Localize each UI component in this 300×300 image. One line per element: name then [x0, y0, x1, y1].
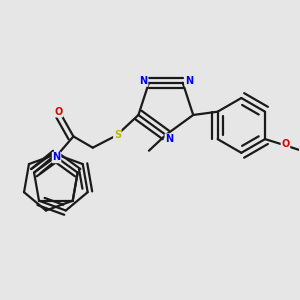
Text: S: S — [114, 130, 121, 140]
Text: O: O — [281, 139, 290, 149]
Text: N: N — [52, 152, 61, 163]
Text: N: N — [185, 76, 193, 86]
Text: O: O — [54, 107, 62, 117]
Text: N: N — [165, 134, 173, 144]
Text: N: N — [140, 76, 148, 86]
